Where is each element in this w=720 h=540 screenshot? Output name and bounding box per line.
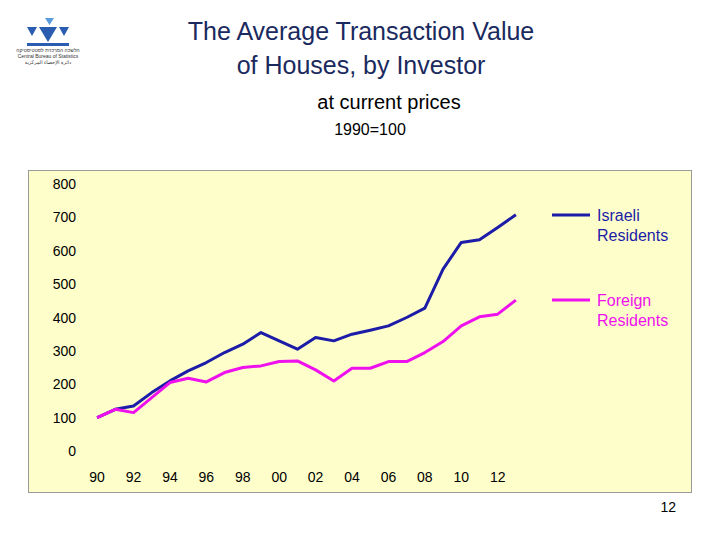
x-tick-label: 12	[490, 469, 506, 485]
y-tick-label: 800	[53, 176, 77, 192]
x-tick-label: 08	[417, 469, 433, 485]
y-tick-label: 400	[53, 310, 77, 326]
legend-label: Israeli Residents	[597, 207, 668, 244]
y-tick-label: 300	[53, 343, 77, 359]
logo-shape	[27, 27, 37, 36]
legend-label-line: Foreign	[597, 292, 651, 309]
y-tick-label: 100	[53, 410, 77, 426]
legend-label: Foreign Residents	[597, 292, 668, 329]
legend-label-line: Residents	[597, 312, 668, 329]
page-number: 12	[660, 499, 676, 515]
title: The Average Transaction Value	[188, 17, 535, 45]
legend-swatch	[552, 214, 590, 217]
y-tick-label: 200	[53, 376, 77, 392]
x-tick-label: 06	[381, 469, 397, 485]
logo-shape	[59, 27, 69, 36]
legend-label-line: Israeli	[597, 207, 640, 224]
logo-shape	[39, 27, 57, 42]
logo: הלשכה המרכזית לסטטיסטיקהCentral Bureau o…	[16, 18, 80, 66]
x-tick-label: 10	[453, 469, 469, 485]
title: of Houses, by Investor	[237, 51, 486, 79]
y-tick-label: 0	[68, 443, 76, 459]
x-tick-label: 04	[344, 469, 360, 485]
x-tick-label: 94	[162, 469, 178, 485]
slide: הלשכה המרכזית לסטטיסטיקהCentral Bureau o…	[0, 0, 720, 540]
legend-label-line: Residents	[597, 227, 668, 244]
logo-shape	[27, 43, 69, 46]
x-tick-label: 98	[235, 469, 251, 485]
y-tick-label: 500	[53, 276, 77, 292]
x-tick-label: 96	[199, 469, 215, 485]
x-tick-label: 90	[89, 469, 105, 485]
y-tick-label: 700	[53, 209, 77, 225]
logo-text: دائرة الإحصاء المركزية	[25, 59, 71, 66]
legend-swatch	[552, 299, 590, 302]
x-tick-label: 92	[126, 469, 142, 485]
series-line	[97, 300, 516, 417]
series-line	[97, 215, 516, 418]
y-tick-label: 600	[53, 243, 77, 259]
logo-shape	[45, 18, 54, 25]
subtitle: at current prices	[317, 91, 460, 113]
x-tick-label: 00	[271, 469, 287, 485]
x-tick-label: 02	[308, 469, 324, 485]
chart-area	[29, 171, 692, 493]
plot	[97, 215, 516, 418]
annotation: 1990=100	[334, 121, 406, 138]
